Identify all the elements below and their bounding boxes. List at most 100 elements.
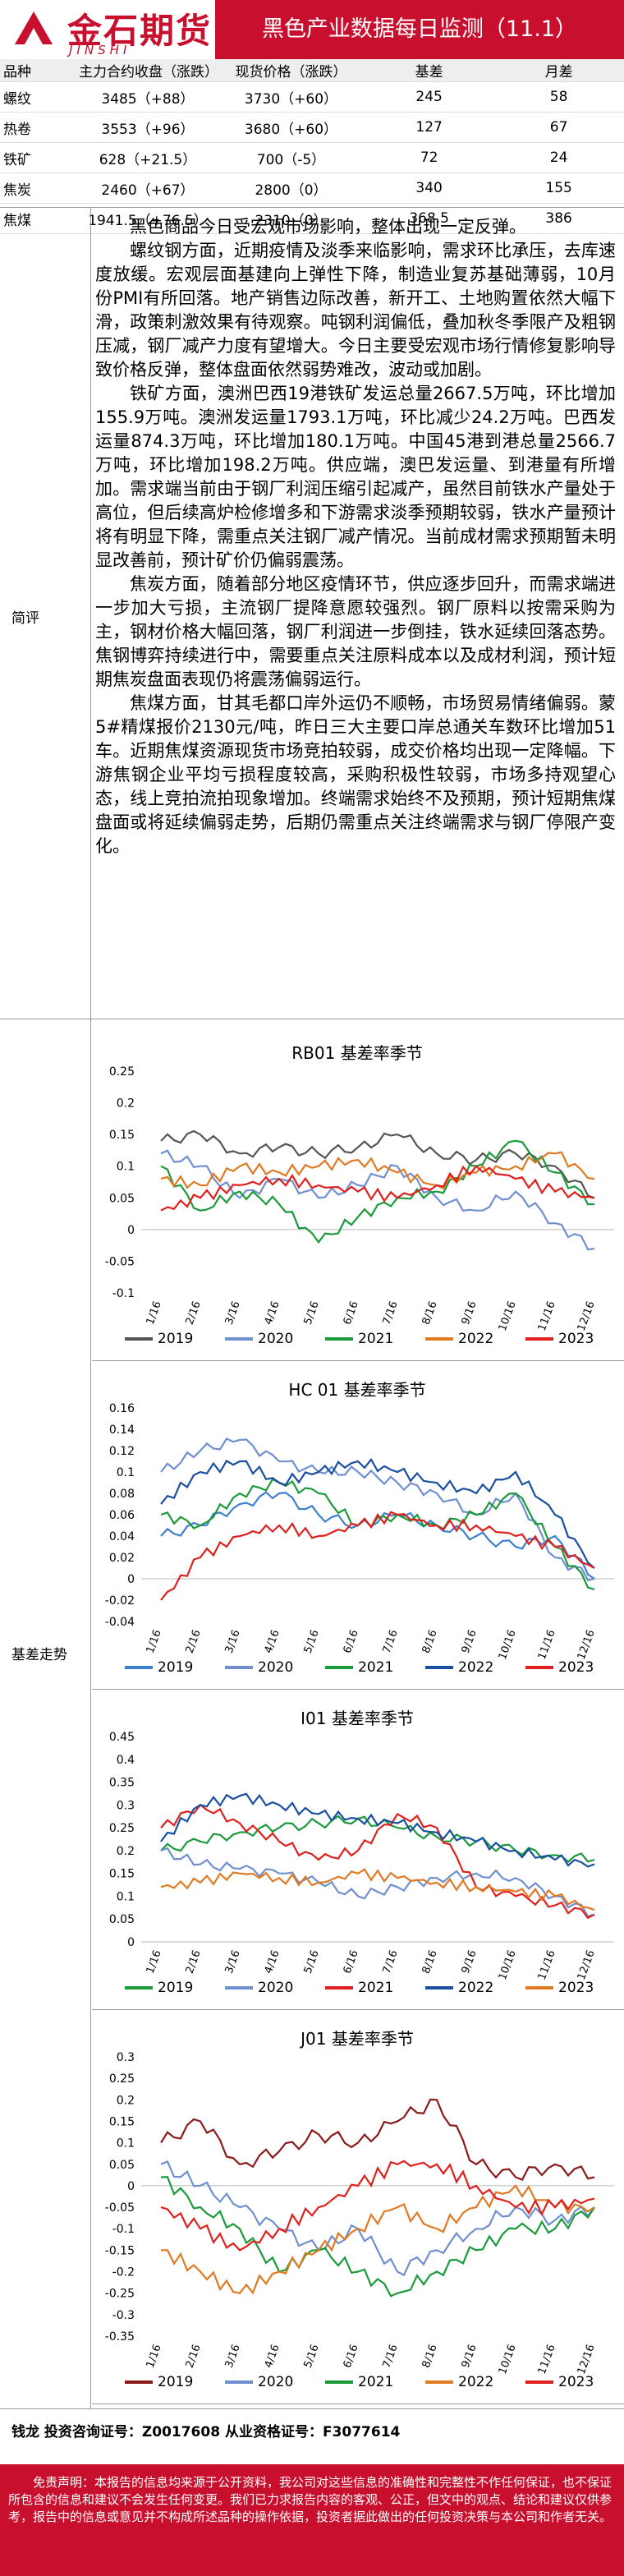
y-tick-label: -0.05 xyxy=(105,2201,135,2215)
chart-divider xyxy=(92,1360,624,1361)
legend-swatch xyxy=(325,1986,353,1990)
table-cell: 2800（0） xyxy=(217,172,365,204)
x-tick-label: 12/16 xyxy=(576,1628,598,1661)
table-cell: 2460（+67） xyxy=(78,172,218,204)
x-tick-label: 11/16 xyxy=(536,1300,558,1332)
legend-swatch xyxy=(125,2380,153,2384)
x-tick-label: 11/16 xyxy=(536,1948,558,1981)
x-tick-label: 6/16 xyxy=(342,1300,361,1327)
table-cell: 3485（+88） xyxy=(78,81,218,113)
series-line-2023 xyxy=(160,1868,595,1911)
legend-swatch xyxy=(425,1986,453,1990)
table-cell: 368.5 xyxy=(365,203,494,234)
legend-swatch xyxy=(525,1337,553,1341)
legend-item: 2022 xyxy=(425,2374,493,2390)
y-tick-label: 0.05 xyxy=(109,2159,135,2172)
y-tick-label: 0.25 xyxy=(109,1822,135,1835)
y-tick-label: 0.15 xyxy=(109,1129,135,1142)
basis-chart: RB01 基差率季节 0.25 0.2 0.15 0.1 0.05 0 -0.05 -0.1 1/… xyxy=(92,1030,622,1359)
series-line-2021 xyxy=(160,1139,595,1244)
y-tick-label: 0.15 xyxy=(109,2115,135,2128)
legend-label: 2020 xyxy=(258,2374,294,2390)
legend-swatch xyxy=(325,1666,353,1669)
disclaimer-text: 免责声明：本报告的信息均来源于公开资料，我公司对这些信息的准确性和完整性不作任何… xyxy=(8,2475,613,2524)
legend-label: 2023 xyxy=(558,1980,594,1996)
legend-item: 2020 xyxy=(225,1980,293,1996)
series-line-2020 xyxy=(160,1847,595,1918)
table-row: 焦炭 2460（+67） 2800（0） 340 155 xyxy=(0,172,624,204)
disclaimer-box: 免责声明：本报告的信息均来源于公开资料，我公司对这些信息的准确性和完整性不作任何… xyxy=(0,2464,624,2576)
chart-title: J01 基差率季节 xyxy=(301,2029,414,2049)
y-tick-label: 0.08 xyxy=(109,1488,135,1501)
series-line-2022 xyxy=(161,2184,595,2295)
legend-item: 2023 xyxy=(525,1331,594,1347)
legend-item: 2019 xyxy=(125,2374,193,2390)
x-tick-label: 1/16 xyxy=(145,1628,164,1655)
chart-legend: 2019 2020 2021 2022 2023 xyxy=(92,1659,622,1681)
series-line-2019 xyxy=(160,2098,595,2181)
x-tick-label: 7/16 xyxy=(381,1948,401,1976)
remark-paragraph: 焦炭方面，随着部分地区疫情环节，供应逐步回升，而需求端进一步加大亏损，主流钢厂提… xyxy=(95,574,616,689)
legend-item: 2021 xyxy=(325,1331,393,1347)
legend-item: 2020 xyxy=(225,1331,293,1347)
series-line-2020 xyxy=(160,1437,595,1581)
x-tick-label: 6/16 xyxy=(342,1628,361,1655)
y-tick-label: -0.2 xyxy=(112,2266,135,2279)
chart-title: I01 基差率季节 xyxy=(301,1709,414,1728)
chart-plot: 0.25 0.2 0.15 0.1 0.05 0 -0.05 -0.1 1/16 2/16 3/16… xyxy=(105,1065,614,1333)
x-tick-label: 5/16 xyxy=(302,1300,322,1327)
logo-text-cn: 金石期货 xyxy=(67,11,213,51)
y-tick-label: 0.25 xyxy=(109,2072,135,2086)
x-tick-label: 4/16 xyxy=(263,1300,282,1327)
legend-label: 2020 xyxy=(258,1659,294,1676)
basis-chart: J01 基差率季节 0.3 0.25 0.2 0.15 0.1 0.05 0 -0.05 -0.1… xyxy=(92,2016,622,2402)
table-cell: 245 xyxy=(365,81,494,113)
y-tick-label: 0 xyxy=(127,1573,135,1586)
legend-swatch xyxy=(225,1666,253,1669)
x-tick-label: 9/16 xyxy=(460,1628,479,1655)
x-tick-label: 3/16 xyxy=(223,1300,243,1327)
y-tick-label: 0.3 xyxy=(117,1799,135,1812)
y-tick-label: 0.3 xyxy=(117,2051,135,2064)
y-tick-label: 0.16 xyxy=(109,1402,135,1415)
series-line-2019 xyxy=(160,1815,595,1863)
legend-item: 2019 xyxy=(125,1331,193,1347)
y-tick-label: 0.1 xyxy=(117,2137,135,2150)
legend-label: 2020 xyxy=(258,1980,294,1996)
table-cell: 155 xyxy=(493,172,624,204)
table-cell: 628（+21.5） xyxy=(78,142,218,173)
x-tick-label: 8/16 xyxy=(420,1300,440,1327)
legend-swatch xyxy=(425,2380,453,2384)
chart-legend: 2019 2020 2021 2022 2023 xyxy=(92,1331,622,1352)
y-tick-label: -0.02 xyxy=(105,1594,135,1608)
basis-chart: I01 基差率季节 0.45 0.4 0.35 0.3 0.25 0.2 0.15 0.1 0.0… xyxy=(92,1695,622,2008)
analyst-contact: 钱龙 投资咨询证号：Z0017608 从业资格证号：F3077614 xyxy=(11,2424,401,2440)
legend-item: 2023 xyxy=(525,2374,594,2390)
commodity-name: 螺纹 xyxy=(0,81,79,113)
x-tick-label: 7/16 xyxy=(381,1628,401,1655)
col-header: 主力合约收盘（涨跌） xyxy=(78,59,218,82)
x-tick-label: 5/16 xyxy=(302,1628,322,1655)
x-tick-label: 12/16 xyxy=(576,1300,598,1332)
x-tick-label: 9/16 xyxy=(460,1948,479,1976)
legend-swatch xyxy=(525,1986,553,1990)
table-cell: 340 xyxy=(365,172,494,204)
x-tick-label: 5/16 xyxy=(302,1948,322,1976)
table-cell: 700（-5） xyxy=(217,142,365,173)
chart-title: HC 01 基差率季节 xyxy=(288,1380,426,1400)
series-line-2022 xyxy=(160,1792,595,1868)
x-tick-label: 2/16 xyxy=(184,1300,204,1327)
chart-divider xyxy=(92,2009,624,2010)
y-tick-label: 0 xyxy=(127,1936,135,1949)
series-line-2022 xyxy=(160,1457,595,1569)
commodity-name: 铁矿 xyxy=(0,142,79,173)
y-tick-label: 0.1 xyxy=(117,1161,135,1174)
y-tick-label: 0.1 xyxy=(117,1890,135,1903)
table-cell: 67 xyxy=(493,112,624,143)
chart-plot: 0.16 0.14 0.12 0.1 0.08 0.06 0.04 0.02 0 -0.02 -0.… xyxy=(105,1402,614,1662)
y-tick-label: 0.1 xyxy=(117,1466,135,1479)
legend-swatch xyxy=(325,2380,353,2384)
chart-legend: 2019 2020 2021 2022 2023 xyxy=(92,2374,622,2395)
series-line-2021 xyxy=(160,1803,595,1920)
table-cell: 127 xyxy=(365,112,494,143)
